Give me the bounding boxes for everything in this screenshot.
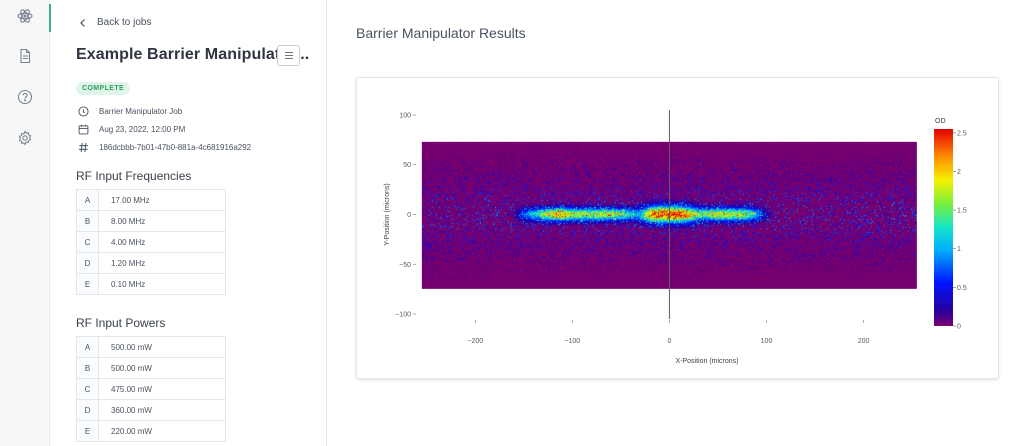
job-id-row: 186dcbbb-7b01-47b0-881a-4c681916a292: [77, 141, 251, 153]
row-value: 500.00 mW: [98, 357, 226, 379]
table-row: C 4.00 MHz: [76, 231, 226, 253]
row-value: 1.20 MHz: [98, 252, 226, 274]
colorbar-tick-label: 0: [957, 324, 961, 331]
frequencies-table: A 17.00 MHz B 8.00 MHz C 4.00 MHz D 1.20 MHz…: [76, 189, 226, 295]
nav-documents[interactable]: [0, 40, 50, 76]
hash-icon: [77, 141, 89, 153]
nav-help[interactable]: [0, 81, 50, 117]
nav-rail: [0, 0, 51, 446]
job-type: Barrier Manipulator Job: [99, 106, 183, 116]
info-icon: [77, 105, 89, 117]
table-row: B 8.00 MHz: [76, 210, 226, 232]
row-value: 8.00 MHz: [98, 210, 226, 232]
x-tick-label: 100: [761, 338, 773, 345]
powers-title: RF Input Powers: [76, 316, 166, 330]
back-label: Back to jobs: [97, 17, 152, 28]
colorbar-tick-label: 1: [957, 246, 961, 253]
table-row: B 500.00 mW: [76, 357, 226, 379]
y-tick-label: 50: [403, 162, 411, 169]
nav-settings[interactable]: [0, 122, 50, 158]
gear-icon: [17, 129, 33, 151]
row-value: 17.00 MHz: [98, 189, 226, 211]
table-row: D 360.00 mW: [76, 399, 226, 421]
nav-jobs[interactable]: [0, 0, 51, 36]
colorbar-tick-label: 1.5: [957, 208, 967, 215]
table-row: C 475.00 mW: [76, 378, 226, 400]
row-key: D: [76, 399, 99, 421]
table-row: E 0.10 MHz: [76, 273, 226, 295]
status-badge: COMPLETE: [76, 82, 131, 95]
job-menu-button[interactable]: [277, 45, 300, 66]
row-value: 360.00 mW: [98, 399, 226, 421]
results-title: Barrier Manipulator Results: [356, 25, 526, 41]
back-to-jobs-link[interactable]: Back to jobs: [78, 17, 151, 28]
row-value: 475.00 mW: [98, 378, 226, 400]
colorbar-tick-label: 0.5: [957, 285, 967, 292]
atom-icon: [17, 8, 33, 29]
row-key: E: [76, 420, 99, 442]
y-tick-label: −100: [395, 312, 411, 319]
colorbar-tick-label: 2: [957, 169, 961, 176]
frequencies-title: RF Input Frequencies: [76, 169, 192, 183]
colorbar: [934, 129, 953, 326]
row-key: C: [76, 378, 99, 400]
results-chart-card: 100 50 0 −50 −100 −200 −100 0 100 200 X-Position (…: [356, 77, 999, 379]
row-key: A: [76, 189, 99, 211]
row-key: E: [76, 273, 99, 295]
od-heatmap-chart[interactable]: 100 50 0 −50 −100 −200 −100 0 100 200 X-Position (…: [357, 78, 1000, 380]
calendar-icon: [77, 123, 89, 135]
job-type-row: Barrier Manipulator Job: [77, 105, 182, 117]
y-tick-label: 0: [407, 212, 411, 219]
job-details-panel: Back to jobs Example Barrier Manipulator…: [51, 0, 327, 446]
y-tick-label: 100: [399, 112, 411, 119]
row-key: A: [76, 336, 99, 358]
row-value: 4.00 MHz: [98, 231, 226, 253]
powers-table: A 500.00 mW B 500.00 mW C 475.00 mW D 360.00…: [76, 336, 226, 442]
menu-icon: [284, 52, 293, 59]
chevron-left-icon: [80, 18, 85, 27]
job-date-row: Aug 23, 2022, 12:00 PM: [77, 123, 185, 135]
colorbar-tick-label: 2.5: [957, 130, 967, 137]
job-title: Example Barrier Manipulator...: [76, 46, 310, 63]
row-value: 500.00 mW: [98, 336, 226, 358]
document-icon: [17, 48, 33, 69]
row-key: C: [76, 231, 99, 253]
table-row: D 1.20 MHz: [76, 252, 226, 274]
job-id: 186dcbbb-7b01-47b0-881a-4c681916a292: [99, 142, 252, 152]
x-tick-label: −100: [564, 338, 580, 345]
job-date: Aug 23, 2022, 12:00 PM: [99, 124, 186, 134]
row-value: 220.00 mW: [98, 420, 226, 442]
table-row: A 17.00 MHz: [76, 189, 226, 211]
y-axis-title: Y-Position (microns): [384, 183, 391, 245]
row-key: B: [76, 357, 99, 379]
x-tick-label: −200: [467, 338, 483, 345]
row-value: 0.10 MHz: [98, 273, 226, 295]
table-row: A 500.00 mW: [76, 336, 226, 358]
x-tick-label: 200: [858, 338, 870, 345]
colorbar-title: OD: [935, 118, 946, 125]
row-key: B: [76, 210, 99, 232]
help-icon: [17, 89, 33, 110]
x-axis-title: X-Position (microns): [675, 358, 738, 365]
table-row: E 220.00 mW: [76, 420, 226, 442]
x-tick-label: 0: [667, 338, 671, 345]
y-tick-label: −50: [399, 262, 411, 269]
row-key: D: [76, 252, 99, 274]
